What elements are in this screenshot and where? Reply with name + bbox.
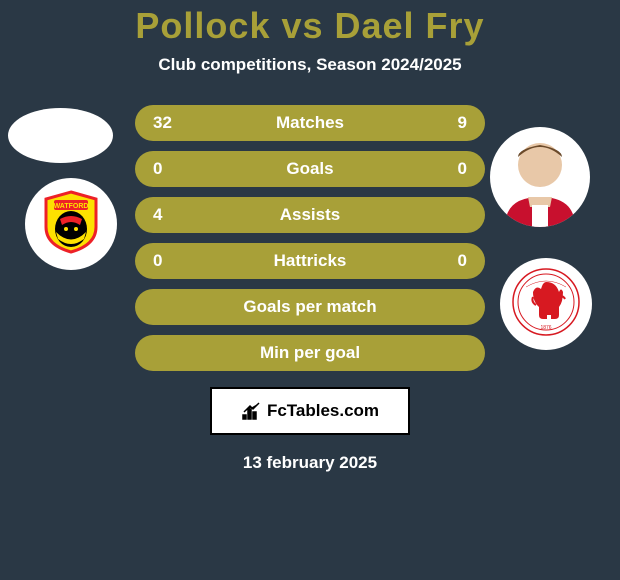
stat-row-goals-per-match: Goals per match — [135, 289, 485, 325]
svg-text:1876: 1876 — [540, 325, 551, 331]
stat-right-value: 0 — [437, 159, 467, 179]
stat-row-min-per-goal: Min per goal — [135, 335, 485, 371]
stat-left-value: 4 — [153, 205, 183, 225]
stat-row-matches: 32 Matches 9 — [135, 105, 485, 141]
page-title: Pollock vs Dael Fry — [135, 5, 484, 47]
attribution-text: FcTables.com — [267, 401, 379, 421]
chart-icon — [241, 401, 261, 421]
club-badge-right: 1876 — [500, 258, 592, 350]
date-label: 13 february 2025 — [243, 453, 377, 473]
subtitle: Club competitions, Season 2024/2025 — [158, 55, 461, 75]
stat-left-value: 32 — [153, 113, 183, 133]
stat-left-value: 0 — [153, 251, 183, 271]
stat-row-goals: 0 Goals 0 — [135, 151, 485, 187]
stat-label: Hattricks — [183, 251, 437, 271]
stat-right-value: 9 — [437, 113, 467, 133]
stat-label: Matches — [183, 113, 437, 133]
svg-text:WATFORD: WATFORD — [54, 203, 89, 210]
club-badge-left: WATFORD — [25, 178, 117, 270]
stat-right-value: 0 — [437, 251, 467, 271]
stat-label: Goals — [183, 159, 437, 179]
player-right-photo — [490, 127, 590, 227]
player-left-photo — [8, 108, 113, 163]
player-face-icon — [490, 127, 590, 227]
watford-badge-icon: WATFORD — [36, 187, 106, 262]
stat-label: Min per goal — [183, 343, 437, 363]
attribution-badge: FcTables.com — [210, 387, 410, 435]
stat-row-hattricks: 0 Hattricks 0 — [135, 243, 485, 279]
middlesbrough-badge-icon: 1876 — [511, 267, 581, 342]
stat-left-value: 0 — [153, 159, 183, 179]
stat-label: Goals per match — [183, 297, 437, 317]
stat-row-assists: 4 Assists — [135, 197, 485, 233]
stat-label: Assists — [183, 205, 437, 225]
